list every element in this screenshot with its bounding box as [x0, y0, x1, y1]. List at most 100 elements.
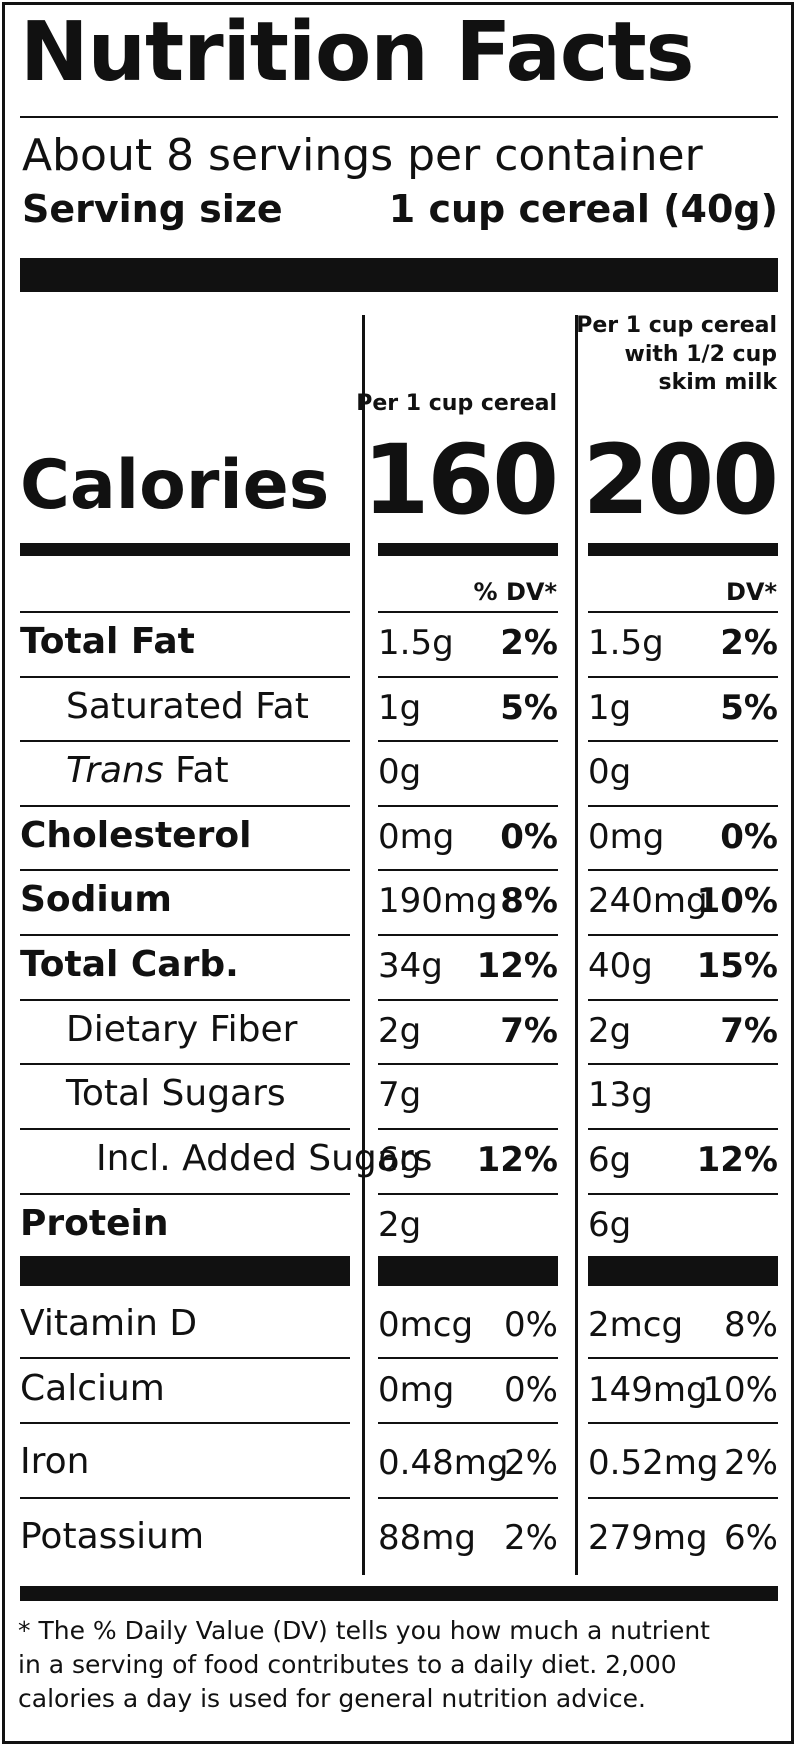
row-divider-label: [20, 611, 350, 613]
nutrient-amount-column-1: 1g: [378, 688, 422, 728]
nutrient-dv-column-1: 0%: [500, 817, 558, 857]
row-divider-column-1: [378, 740, 558, 742]
nutrient-amount-column-2: 13g: [588, 1075, 653, 1115]
vitamin-dv-column-1: 2%: [504, 1443, 558, 1483]
vitamin-dv-column-2: 8%: [724, 1305, 778, 1345]
nutrient-label: Trans Fat: [66, 753, 229, 789]
row-divider-column-1: [378, 869, 558, 871]
servings-per-container: About 8 servings per container: [22, 130, 703, 181]
nutrient-amount-column-2: 240mg: [588, 881, 708, 921]
dv-header-column-1: % DV*: [473, 578, 557, 606]
vitamin-dv-column-2: 6%: [724, 1518, 778, 1558]
nutrient-amount-column-1: 190mg: [378, 881, 498, 921]
row-divider-column-1: [378, 805, 558, 807]
vitamin-amount-column-1: 0mg: [378, 1370, 455, 1410]
nutrient-amount-column-2: 6g: [588, 1140, 632, 1180]
vitamin-divider-label: [20, 1422, 350, 1424]
nutrient-label: Incl. Added Sugars: [96, 1138, 433, 1179]
vitamin-bar-column-1: [378, 1256, 558, 1286]
nutrient-dv-column-2: 10%: [696, 881, 778, 921]
vitamin-label: Calcium: [20, 1368, 165, 1409]
vitamin-divider-label: [20, 1497, 350, 1499]
row-divider-label: [20, 1193, 350, 1195]
calories-value-column-2: 200: [582, 424, 779, 536]
row-divider-column-1: [378, 1063, 558, 1065]
column-2-header-line: skim milk: [658, 370, 778, 396]
calories-value-column-1: 160: [362, 424, 559, 536]
nutrient-label-rest: Fat: [163, 750, 229, 791]
vitamin-divider-column-1: [378, 1497, 558, 1499]
nutrient-label: Total Fat: [20, 621, 195, 662]
row-divider-label: [20, 740, 350, 742]
vitamin-divider-column-1: [378, 1422, 558, 1424]
row-divider-label: [20, 1128, 350, 1130]
nutrient-amount-column-2: 6g: [588, 1205, 632, 1245]
vitamin-bar-label: [20, 1256, 350, 1286]
vitamin-label: Iron: [20, 1441, 90, 1482]
row-divider-column-2: [588, 740, 778, 742]
nutrient-dv-column-1: 12%: [476, 1140, 558, 1180]
row-divider-column-2: [588, 1128, 778, 1130]
title-divider: [20, 116, 778, 118]
nutrient-amount-column-1: 2g: [378, 1205, 422, 1245]
nutrient-dv-column-2: 0%: [720, 817, 778, 857]
column-2-header-line: with 1/2 cup: [624, 341, 777, 367]
row-divider-column-2: [588, 1193, 778, 1195]
nutrient-amount-column-1: 0mg: [378, 817, 455, 857]
nutrient-amount-column-2: 1g: [588, 688, 632, 728]
vitamin-amount-column-2: 0.52mg: [588, 1443, 719, 1483]
nutrient-amount-column-2: 0mg: [588, 817, 665, 857]
vitamin-dv-column-1: 0%: [504, 1370, 558, 1410]
vitamin-divider-column-2: [588, 1422, 778, 1424]
nutrient-label: Total Carb.: [20, 944, 239, 985]
column-1-header: Per 1 cup cereal: [356, 390, 557, 419]
column-divider-1: [362, 315, 365, 1575]
nutrient-label: Cholesterol: [20, 815, 252, 856]
vitamin-divider-column-2: [588, 1497, 778, 1499]
row-divider-column-2: [588, 999, 778, 1001]
nutrient-amount-column-1: 0g: [378, 752, 422, 792]
nutrient-dv-column-2: 15%: [696, 946, 778, 986]
nutrient-amount-column-1: 6g: [378, 1140, 422, 1180]
vitamin-dv-column-2: 10%: [702, 1370, 778, 1410]
nutrient-dv-column-1: 7%: [500, 1011, 558, 1051]
vitamin-dv-column-2: 2%: [724, 1443, 778, 1483]
nutrient-dv-column-1: 8%: [500, 881, 558, 921]
vitamin-bar-column-2: [588, 1256, 778, 1286]
row-divider-column-2: [588, 805, 778, 807]
nutrient-dv-column-1: 5%: [500, 688, 558, 728]
serving-size-value: 1 cup cereal (40g): [388, 187, 778, 231]
thick-divider-top: [20, 258, 778, 292]
calories-bar-label: [20, 543, 350, 556]
row-divider-label: [20, 676, 350, 678]
row-divider-column-1: [378, 999, 558, 1001]
vitamin-divider-column-1: [378, 1357, 558, 1359]
row-divider-label: [20, 1063, 350, 1065]
nutrient-label: Saturated Fat: [66, 686, 309, 727]
label-title: Nutrition Facts: [20, 5, 694, 100]
vitamin-divider-label: [20, 1357, 350, 1359]
row-divider-column-2: [588, 934, 778, 936]
vitamin-dv-column-1: 0%: [504, 1305, 558, 1345]
row-divider-label: [20, 869, 350, 871]
row-divider-column-1: [378, 611, 558, 613]
vitamin-amount-column-2: 2mcg: [588, 1305, 684, 1345]
row-divider-label: [20, 934, 350, 936]
nutrient-amount-column-2: 2g: [588, 1011, 632, 1051]
vitamin-amount-column-2: 279mg: [588, 1518, 708, 1558]
vitamin-divider-column-2: [588, 1357, 778, 1359]
nutrient-dv-column-1: 12%: [476, 946, 558, 986]
vitamin-label: Potassium: [20, 1516, 205, 1557]
nutrient-amount-column-1: 34g: [378, 946, 443, 986]
row-divider-label: [20, 805, 350, 807]
nutrient-label: Protein: [20, 1203, 169, 1244]
vitamin-amount-column-1: 0.48mg: [378, 1443, 509, 1483]
column-2-header-line: Per 1 cup cereal: [576, 313, 777, 338]
row-divider-column-2: [588, 611, 778, 613]
vitamin-dv-column-1: 2%: [504, 1518, 558, 1558]
column-2-header: Per 1 cup cereal with 1/2 cup skim milk: [576, 312, 777, 398]
vitamin-amount-column-1: 0mcg: [378, 1305, 474, 1345]
column-1-header-line: Per 1 cup cereal: [356, 391, 557, 416]
dv-header-column-2: DV*: [725, 578, 777, 606]
